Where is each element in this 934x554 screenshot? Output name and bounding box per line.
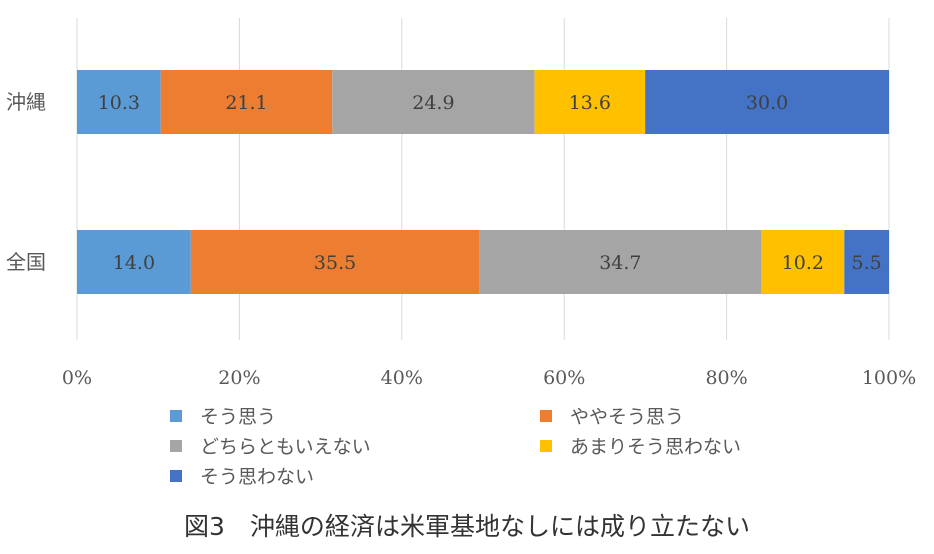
legend-label: どちらともいえない [200,436,371,458]
legend-label: そう思う [200,406,277,428]
figure-caption: 図3 沖縄の経済は米軍基地なしには成り立たない [184,512,750,541]
legend-label: あまりそう思わない [570,436,742,458]
x-tick-label: 60% [543,367,585,389]
category-label: 全国 [6,250,46,274]
bar-segment [160,70,333,134]
legend-swatch [540,409,552,422]
bar-segment [77,70,161,134]
bar-segment [645,70,889,134]
legend-item: そう思わない [170,462,314,489]
bar-segment [534,70,646,134]
legend-item: ややそう思う [540,402,684,429]
legend-swatch [170,469,182,482]
data-label: 5.5 [852,252,882,274]
data-label: 35.5 [314,252,356,274]
legend-item: どちらともいえない [170,432,371,459]
x-tick-label: 40% [381,367,423,389]
x-tick-label: 80% [705,367,747,389]
x-tick-label: 0% [62,367,92,389]
legend-item: あまりそう思わない [540,432,741,459]
legend-label: そう思わない [200,466,315,488]
legend-swatch [170,409,182,422]
data-label: 24.9 [412,92,454,114]
data-label: 30.0 [746,92,788,114]
bar-segment [190,230,480,294]
x-tick-label: 100% [862,367,916,389]
bar-segment [332,70,535,134]
data-label: 10.2 [782,252,824,274]
bar-segment [761,230,845,294]
data-label: 14.0 [113,252,155,274]
legend-swatch [540,439,552,452]
data-label: 34.7 [599,252,641,274]
data-label: 13.6 [569,92,611,114]
bar-segment [77,230,191,294]
x-tick-label: 20% [218,367,260,389]
legend-label: ややそう思う [570,406,685,428]
bar-segment [479,230,762,294]
category-label: 沖縄 [6,90,46,114]
data-label: 10.3 [98,92,140,114]
data-label: 21.1 [225,92,267,114]
legend-item: そう思う [170,402,276,429]
bar-segment [844,230,889,294]
legend-swatch [170,439,182,452]
